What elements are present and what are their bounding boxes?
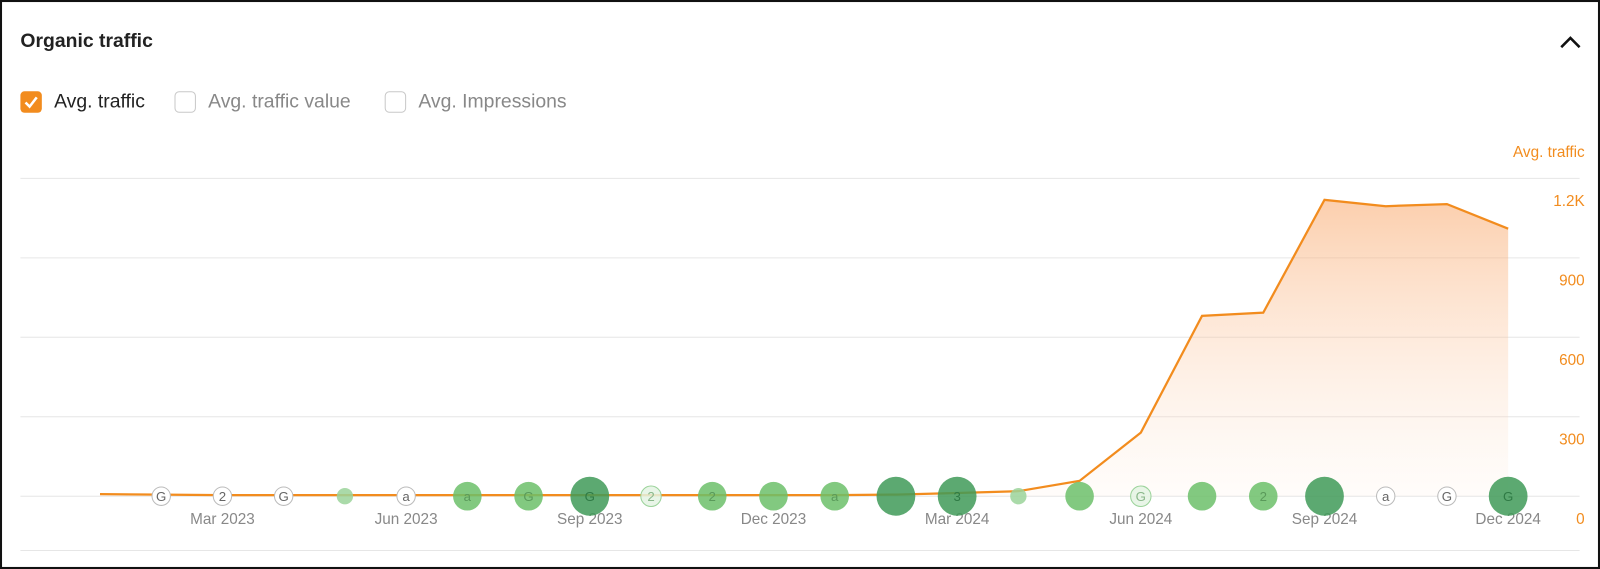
area-fill — [100, 199, 1509, 497]
y-tick-label: 0 — [1576, 511, 1585, 528]
event-label: 2 — [647, 489, 654, 504]
checkbox[interactable] — [20, 91, 42, 113]
x-tick-label: Sep 2023 — [557, 511, 622, 528]
event-bubble[interactable] — [1248, 481, 1278, 511]
event-bubble[interactable] — [697, 481, 727, 511]
checkmark — [24, 96, 38, 109]
event-label: 2 — [1260, 489, 1267, 504]
event-bubble[interactable] — [273, 486, 294, 506]
event-label: G — [585, 489, 595, 504]
event-label: G — [279, 489, 289, 504]
x-tick-label: Sep 2024 — [1292, 511, 1358, 528]
collapse-chevron[interactable] — [1560, 36, 1581, 49]
event-bubble[interactable] — [1010, 488, 1027, 505]
y-tick-label: 600 — [1559, 352, 1585, 369]
event-bubble[interactable] — [759, 481, 788, 511]
toggle-label[interactable]: Avg. traffic value — [208, 91, 351, 113]
event-bubble[interactable] — [876, 476, 916, 516]
event-bubble[interactable] — [336, 488, 354, 505]
event-label: a — [402, 489, 410, 504]
event-label: a — [831, 489, 839, 504]
y-tick-label: 900 — [1559, 272, 1585, 289]
event-bubble[interactable] — [151, 486, 171, 506]
line — [99, 198, 1509, 497]
event-label: a — [1382, 489, 1390, 504]
event-bubble[interactable] — [937, 476, 977, 516]
checkbox[interactable] — [384, 91, 407, 113]
event-bubble[interactable] — [212, 486, 233, 506]
event-label: G — [156, 489, 166, 504]
x-tick-label: Jun 2023 — [375, 511, 438, 528]
toggle-label[interactable]: Avg. Impressions — [418, 91, 567, 113]
event-bubble[interactable] — [1065, 481, 1094, 511]
x-tick-label: Jun 2024 — [1109, 511, 1172, 528]
y-tick-label: 1.2K — [1553, 193, 1585, 210]
event-bubble[interactable] — [396, 486, 416, 506]
event-bubble[interactable] — [1376, 486, 1396, 506]
event-label: G — [523, 489, 533, 504]
event-label: 2 — [219, 489, 226, 504]
event-bubble[interactable] — [514, 481, 543, 511]
x-tick-label: Mar 2024 — [925, 511, 990, 528]
checkbox[interactable] — [174, 91, 196, 113]
event-label: 3 — [953, 489, 960, 504]
event-bubble[interactable] — [640, 485, 662, 507]
event-label: G — [1442, 489, 1452, 504]
y-tick-label: 300 — [1559, 431, 1585, 448]
event-bubble[interactable] — [1437, 486, 1457, 506]
event-label: G — [1503, 489, 1513, 504]
toggle-label[interactable]: Avg. traffic — [54, 91, 145, 113]
event-bubble[interactable] — [1130, 485, 1152, 507]
y-axis-title: Avg. traffic — [1513, 144, 1585, 161]
event-bubble[interactable] — [1187, 481, 1217, 511]
panel-title: Organic traffic — [20, 30, 153, 52]
x-tick-label: Mar 2023 — [190, 511, 255, 528]
x-tick-label: Dec 2023 — [741, 511, 806, 528]
event-bubble[interactable] — [1305, 476, 1344, 516]
chart: Avg. traffic 0 300 600 900 1.2K Mar 2023 Jun 20… — [20, 144, 1585, 528]
event-bubble[interactable] — [570, 476, 610, 516]
toggles: Avg. traffic Avg. traffic value Avg. Impre… — [20, 91, 567, 113]
event-bubble[interactable] — [820, 481, 849, 511]
x-tick-label: Dec 2024 — [1475, 511, 1541, 528]
event-bubble[interactable] — [453, 481, 482, 511]
event-bubble[interactable] — [1488, 476, 1528, 516]
event-label: a — [464, 489, 472, 504]
event-label: G — [1136, 489, 1146, 504]
event-label: 2 — [709, 489, 716, 504]
